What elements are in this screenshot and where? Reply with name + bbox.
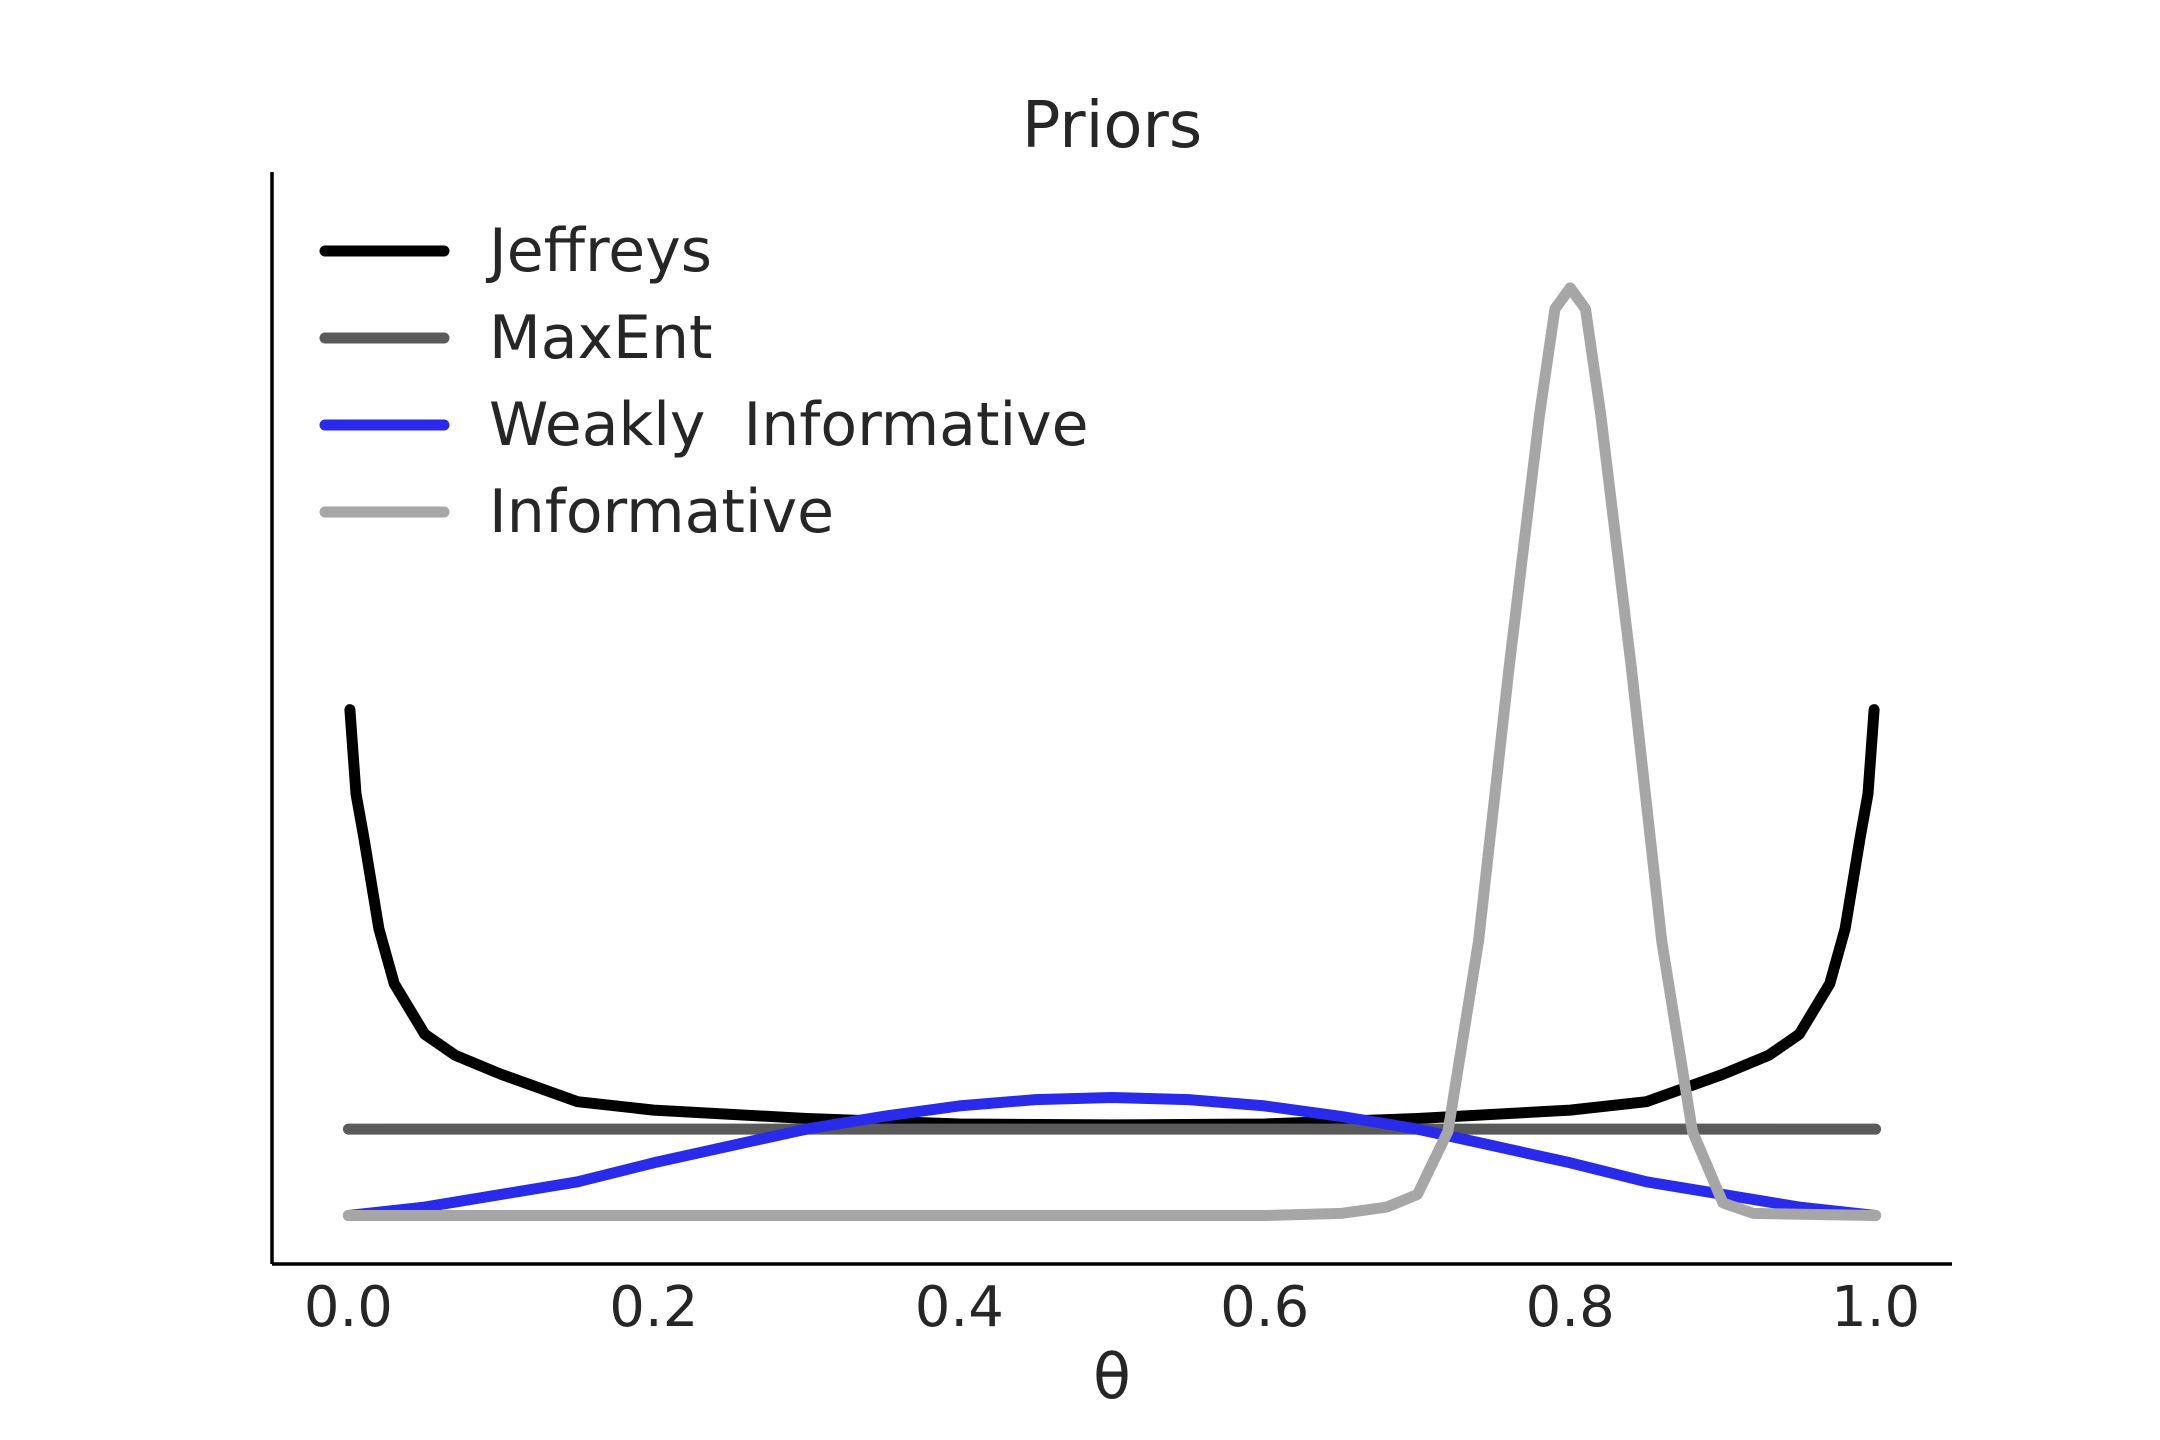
x-tick-label: 0.2 xyxy=(609,1275,698,1340)
series-line-informative xyxy=(342,282,1882,1221)
legend-label: Jeffreys xyxy=(485,216,712,286)
x-tick-label: 0.4 xyxy=(915,1275,1004,1340)
legend-label: Informative xyxy=(489,477,834,547)
legend: Jeffreys MaxEnt Weakly Informative Informat… xyxy=(319,216,1089,547)
series-layer xyxy=(342,282,1882,1221)
series-line-weakly-informative xyxy=(342,1092,1882,1221)
legend-label: Weakly Informative xyxy=(489,390,1089,460)
x-tick-labels: 0.0 0.2 0.4 0.6 0.8 1.0 xyxy=(304,1275,1920,1340)
legend-label: MaxEnt xyxy=(489,303,713,373)
x-tick-label: 0.8 xyxy=(1526,1275,1615,1340)
chart-title: Priors xyxy=(1022,89,1202,163)
x-tick-label: 0.6 xyxy=(1220,1275,1309,1340)
x-tick-label: 1.0 xyxy=(1831,1275,1920,1340)
x-tick-label: 0.0 xyxy=(304,1275,393,1340)
x-axis-label: θ xyxy=(1093,1340,1131,1413)
